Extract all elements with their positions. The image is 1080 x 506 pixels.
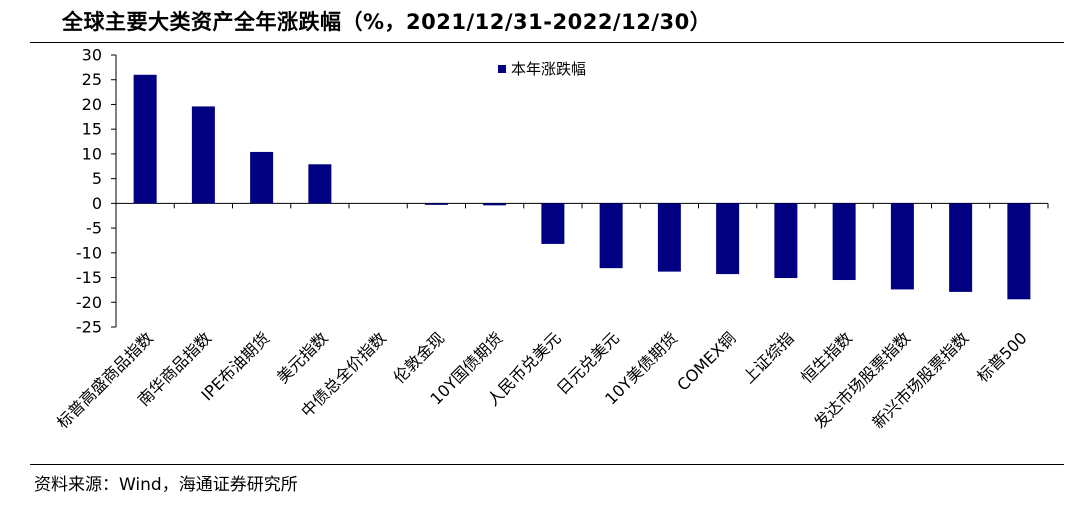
bar <box>250 151 274 204</box>
bar <box>716 203 740 275</box>
y-tick-label: -10 <box>76 243 102 262</box>
bar <box>308 164 332 204</box>
x-category-label: 美元指数 <box>273 328 332 387</box>
bar <box>133 74 157 204</box>
x-category-label: COMEX铜 <box>673 328 739 394</box>
bar <box>1007 203 1031 300</box>
legend-swatch <box>498 65 506 73</box>
x-category-label: 恒生指数 <box>797 328 856 387</box>
bar <box>424 203 448 205</box>
y-tick-label: -5 <box>86 219 102 238</box>
bar <box>599 203 623 269</box>
bar <box>657 203 681 272</box>
y-tick-label: -25 <box>76 318 102 337</box>
bar <box>949 203 973 292</box>
x-category-label: 伦敦金现 <box>390 328 449 387</box>
bar <box>191 106 215 204</box>
y-tick-label: -20 <box>76 293 102 312</box>
legend-label: 本年涨跌幅 <box>511 60 586 78</box>
bar <box>774 203 798 279</box>
y-tick-label: 25 <box>82 70 102 89</box>
y-tick-label: 15 <box>82 120 102 139</box>
chart-title: 全球主要大类资产全年涨跌幅（%，2021/12/31-2022/12/30） <box>62 10 712 34</box>
bar <box>483 203 507 206</box>
top-rule <box>30 42 1064 43</box>
y-tick-label: 5 <box>92 169 102 188</box>
x-category-label: 上证综指 <box>739 328 798 387</box>
y-tick-label: -15 <box>76 268 102 287</box>
y-tick-label: 20 <box>82 95 102 114</box>
bar <box>890 203 914 290</box>
bottom-rule <box>30 464 1064 465</box>
y-tick-label: 0 <box>92 194 102 213</box>
x-category-label: 标普高盛商品指数 <box>53 328 157 432</box>
x-category-label: 标普500 <box>973 328 1031 386</box>
bar <box>832 203 856 281</box>
y-tick-label: 10 <box>82 144 102 163</box>
bar <box>541 203 565 244</box>
y-tick-label: 30 <box>82 46 102 65</box>
source-note: 资料来源：Wind，海通证券研究所 <box>34 475 298 495</box>
